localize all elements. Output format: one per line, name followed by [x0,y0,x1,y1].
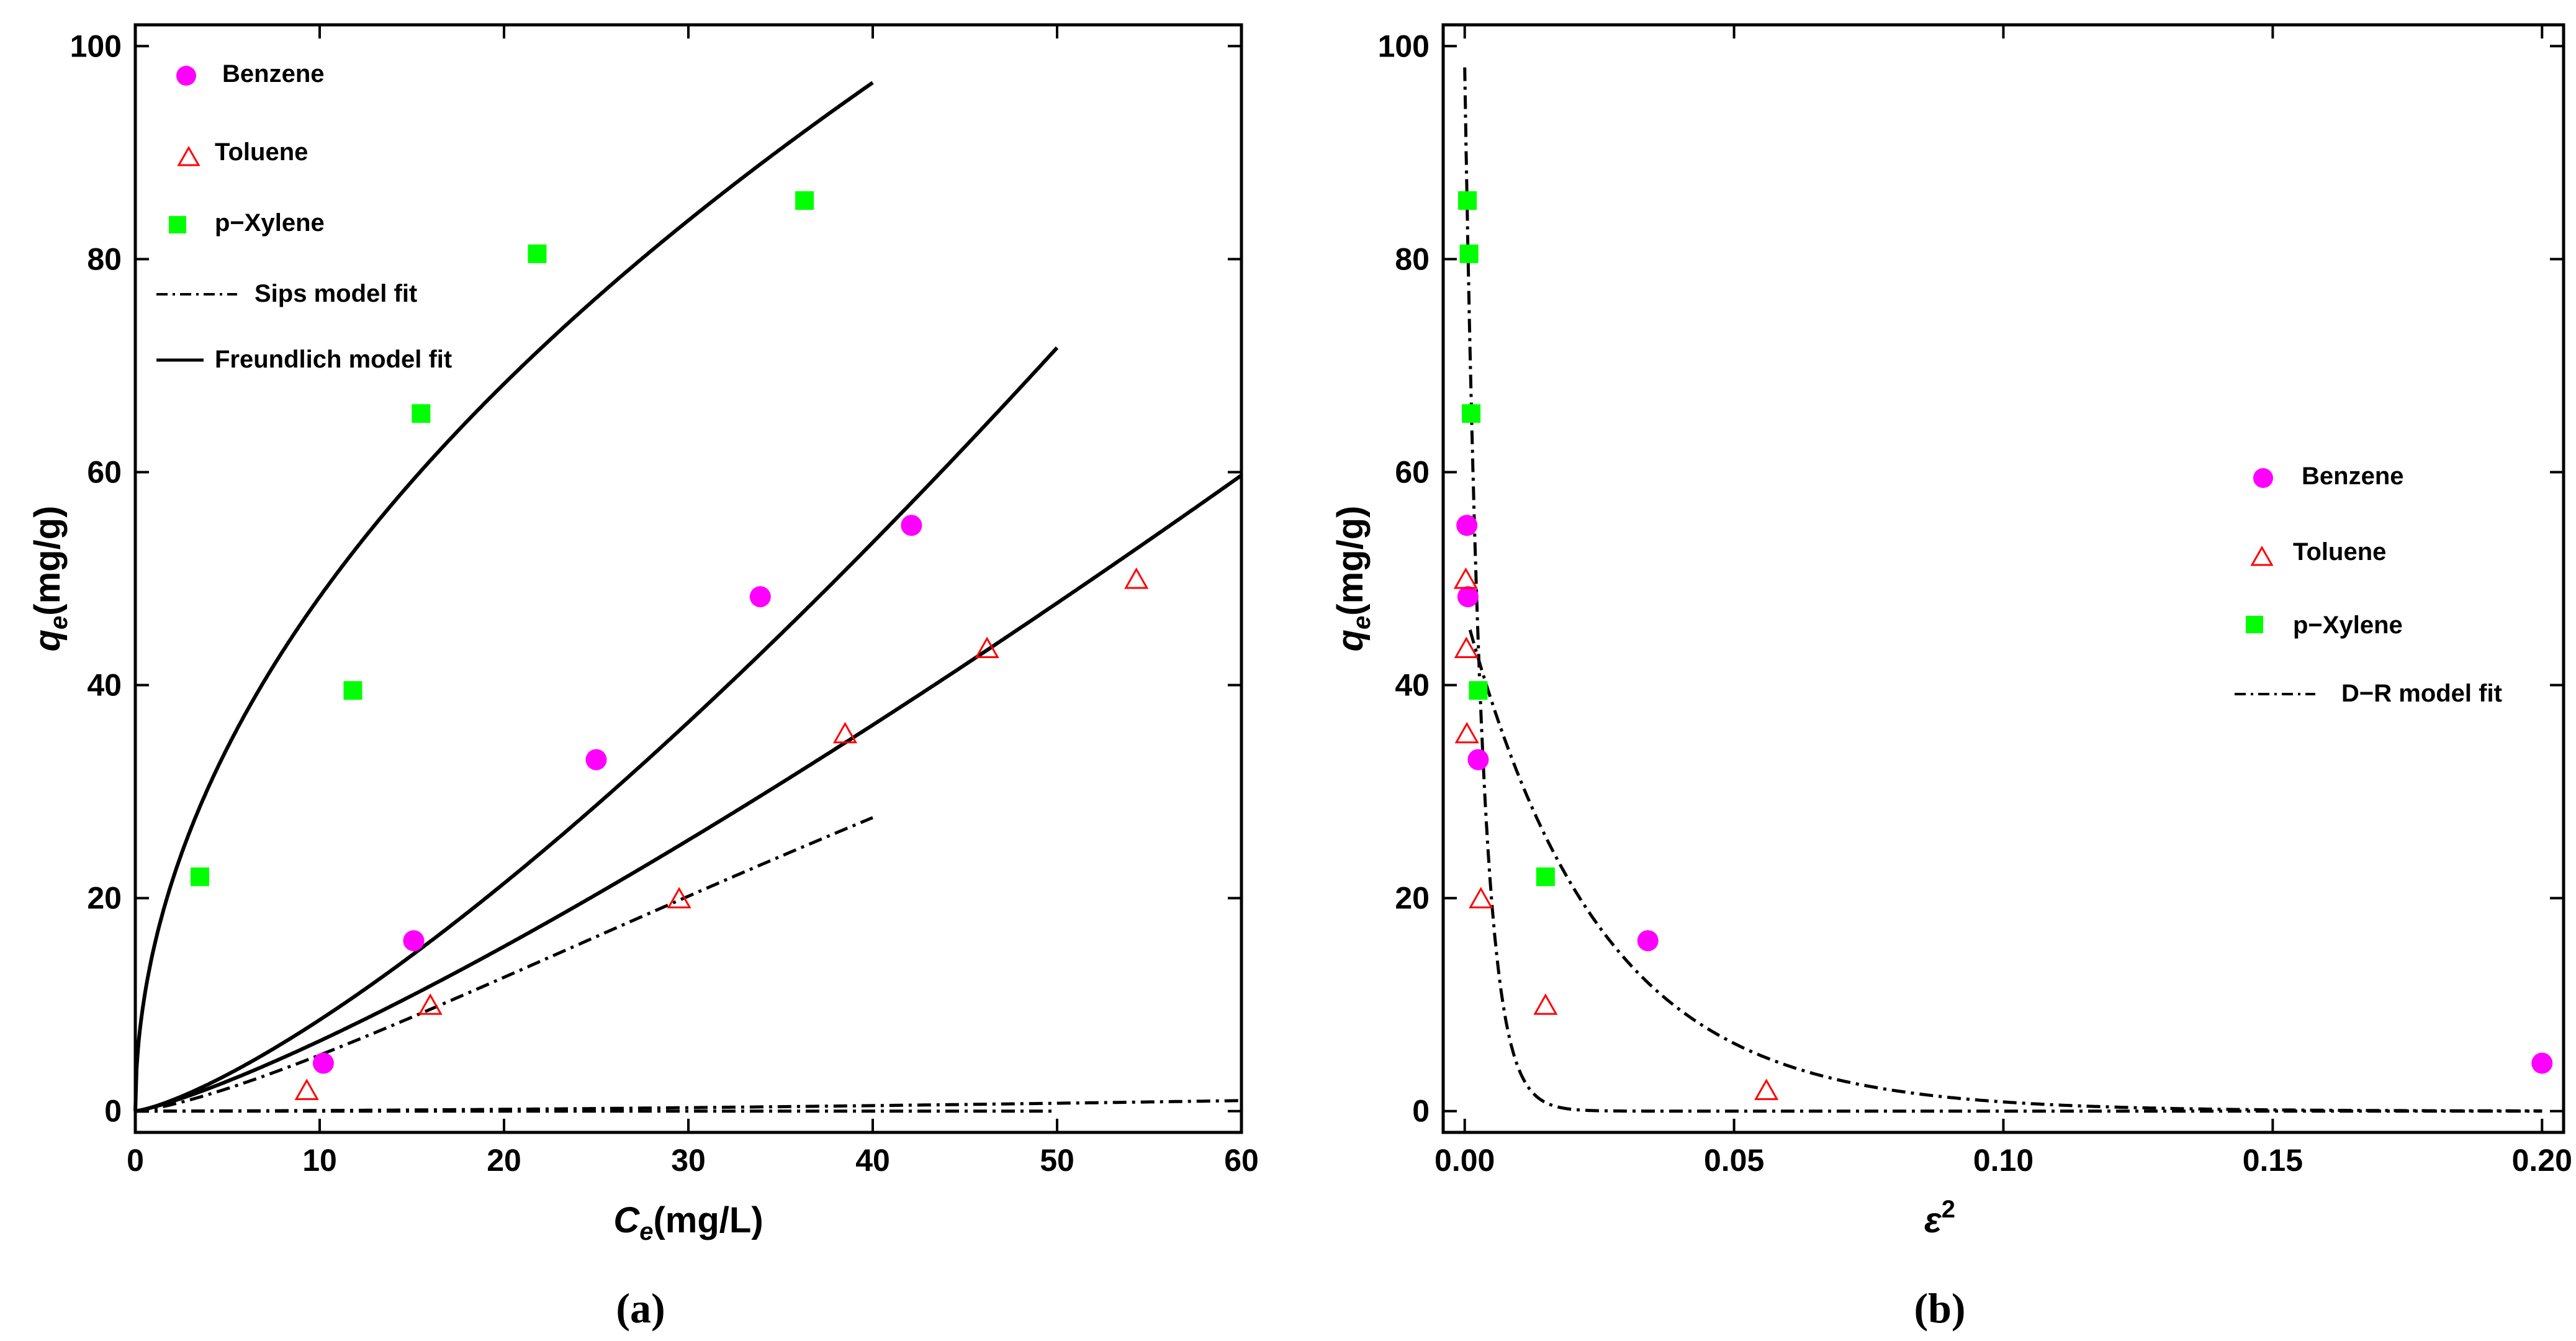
legend-a-toluene-label: Toluene [215,138,308,166]
x-tick-label: 10 [302,1143,337,1178]
panel-b-y-axis-label: qe(mg/g) [1330,506,1376,652]
y-tick-label: 0 [1412,1094,1430,1129]
legend-a-benzene-label: Benzene [222,60,325,88]
data-point-benzene [403,930,425,952]
data-point-toluene [1533,993,1558,1015]
panel-a-data-points [190,191,1149,1100]
panel-a-y-axis-label: qe(mg/g) [27,506,73,652]
freundlich-fit-curve [135,474,1243,1113]
data-point-benzene [1457,586,1479,608]
x-tick-label: 50 [1040,1143,1074,1178]
data-point-pxylene [1469,681,1488,700]
data-point-benzene [2531,1052,2553,1074]
x-tick-label: 0.05 [1704,1143,1764,1178]
x-tick-label: 0.20 [2512,1143,2572,1178]
data-point-toluene [1454,721,1479,744]
legend-b-benzene-label: Benzene [2302,463,2404,490]
x-tick-label: 0 [127,1143,144,1178]
x-tick-label: 0.15 [2243,1143,2303,1178]
data-point-toluene [294,1078,319,1100]
data-point-benzene [1467,749,1489,770]
legend-b-toluene-marker [2250,545,2274,566]
legend-b-pxylene-marker [2246,616,2263,633]
freundlich-fit-curve [133,81,874,1111]
panel-a-ticks: 0 10 20 30 40 50 60 0 20 40 60 80 100 [70,25,1259,1178]
sips-fit-curve [135,816,873,1113]
data-point-pxylene [412,404,431,423]
x-tick-label: 60 [1224,1143,1259,1178]
panel-b-ticks: 0.00 0.05 0.10 0.15 0.20 0 20 40 60 80 100 [1378,25,2572,1178]
y-tick-label: 40 [1395,668,1430,703]
legend-b-dr-label: D−R model fit [2341,680,2502,707]
data-point-benzene [901,515,922,536]
panel-a-frame [133,23,1243,1134]
freundlich-fit-curve [135,346,1059,1113]
legend-a-benzene-marker [176,66,196,86]
panel-b: 0.00 0.05 0.10 0.15 0.20 0 20 40 60 80 100 qe(mg/g… [1330,23,2572,1332]
data-point-pxylene [1462,404,1481,423]
data-point-toluene [1124,567,1149,589]
data-point-pxylene [1459,244,1479,263]
sips-fit-curve [135,1099,1242,1113]
y-tick-label: 0 [104,1094,122,1129]
data-point-pxylene [795,191,814,210]
data-point-pxylene [1536,867,1555,887]
dr-fit-curve [1463,67,2542,1113]
data-point-toluene [975,636,999,658]
data-point-pxylene [190,867,209,887]
panel-b-frame [1441,23,2565,1134]
legend-b-benzene-marker [2253,468,2273,488]
y-tick-label: 60 [1395,454,1430,489]
data-point-pxylene [1458,191,1477,210]
panel-a-legend: Benzene Toluene p−Xylene Sips model fit … [156,60,452,373]
data-point-benzene [749,586,771,608]
panel-b-data-points [1453,191,2553,1100]
data-point-benzene [585,749,607,770]
y-tick-label: 60 [87,454,122,489]
x-tick-label: 0.00 [1434,1143,1495,1178]
legend-b-toluene-label: Toluene [2293,538,2386,566]
panel-a-x-axis-label: Ce(mg/L) [613,1200,763,1245]
data-point-toluene [667,887,691,909]
y-tick-label: 100 [1378,29,1430,63]
x-tick-label: 20 [487,1143,521,1178]
data-point-toluene [1754,1078,1779,1100]
x-tick-label: 0.10 [1973,1143,2033,1178]
legend-a-sips-label: Sips model fit [254,280,417,307]
y-tick-label: 20 [1395,881,1430,916]
data-point-benzene [1456,515,1478,536]
data-point-toluene [418,993,443,1015]
y-tick-label: 80 [1395,242,1430,276]
data-point-toluene [832,721,858,744]
panel-a: 0 10 20 30 40 50 60 0 20 40 60 80 100 qe(mg/g) Ce(mg… [27,23,1259,1332]
legend-a-pxylene-label: p−Xylene [215,209,325,237]
dr-fit-curve [1468,629,2542,1113]
panel-b-fit-curves [1463,67,2542,1113]
panel-b-legend: Benzene Toluene p−Xylene D−R model fit [2235,463,2502,707]
legend-a-toluene-marker [177,145,200,166]
data-point-toluene [1453,567,1479,589]
panel-b-caption: (b) [1914,1285,1965,1332]
data-point-pxylene [343,681,363,700]
x-tick-label: 30 [671,1143,706,1178]
y-tick-label: 80 [87,242,122,276]
y-tick-label: 40 [87,668,122,703]
y-tick-label: 20 [87,881,122,916]
data-point-toluene [1454,636,1479,658]
legend-a-pxylene-marker [169,216,186,233]
data-point-benzene [312,1052,334,1074]
data-point-benzene [1637,930,1659,952]
data-point-toluene [1469,887,1493,909]
data-point-pxylene [528,244,547,263]
legend-a-freundlich-label: Freundlich model fit [215,346,452,373]
panel-a-fit-curves [133,81,1243,1113]
panel-a-caption: (a) [616,1285,665,1332]
panel-b-x-axis-label: ε2 [1924,1196,1955,1240]
legend-b-pxylene-label: p−Xylene [2293,612,2403,639]
y-tick-label: 100 [70,29,122,63]
x-tick-label: 40 [855,1143,890,1178]
